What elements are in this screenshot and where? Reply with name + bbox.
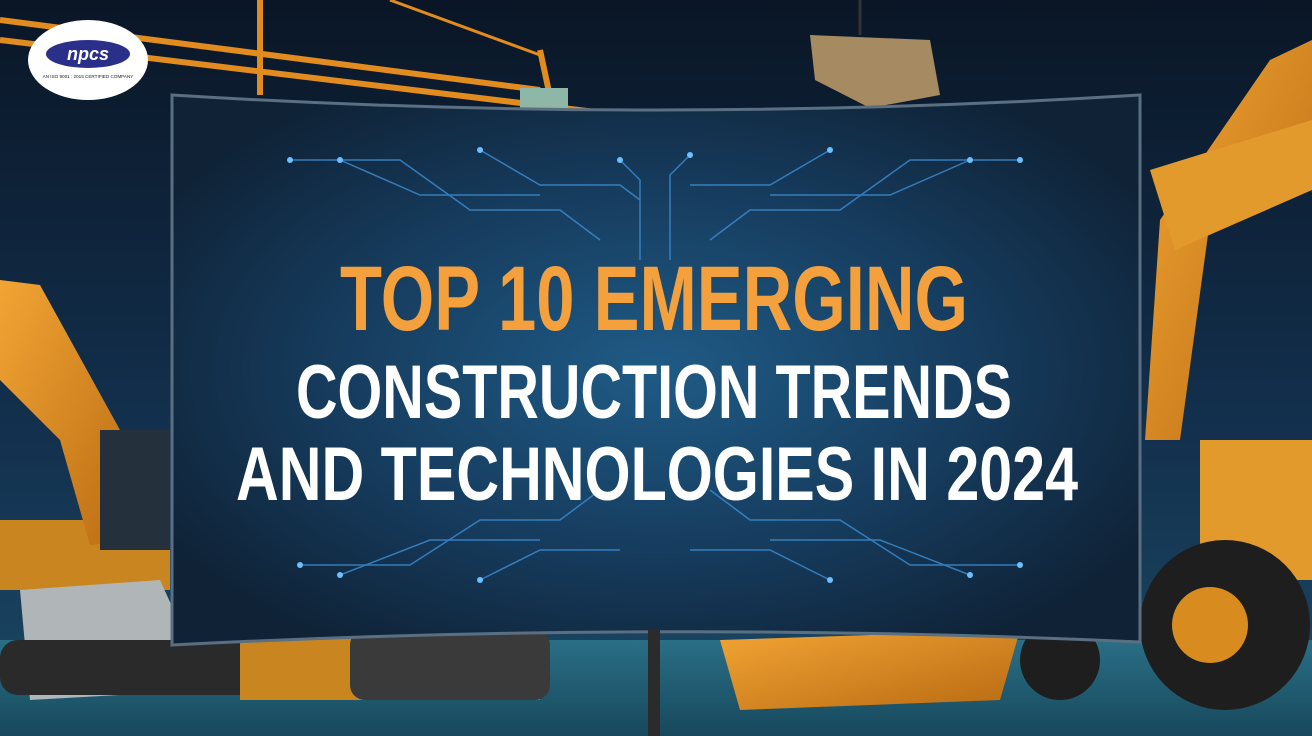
- right-excavator: [720, 40, 1312, 710]
- left-excavator: [0, 280, 550, 700]
- hanging-load: [810, 35, 940, 108]
- logo: npcs AN ISO 9001 : 2015 CERTIFIED COMPAN…: [28, 20, 148, 100]
- billboard: [170, 93, 1142, 647]
- logo-name: npcs: [67, 44, 109, 64]
- circuit-traces: [290, 149, 1020, 581]
- headline-highlight: TOP 10 EMERGING: [340, 248, 968, 350]
- circuit-nodes: [287, 147, 1023, 583]
- headline-line: CONSTRUCTION TRENDS: [296, 350, 1012, 435]
- billboard-pole: [648, 630, 660, 736]
- logo-tagline: AN ISO 9001 : 2015 CERTIFIED COMPANY: [43, 74, 134, 79]
- headline-line: AND TECHNOLOGIES IN 2024: [236, 432, 1078, 517]
